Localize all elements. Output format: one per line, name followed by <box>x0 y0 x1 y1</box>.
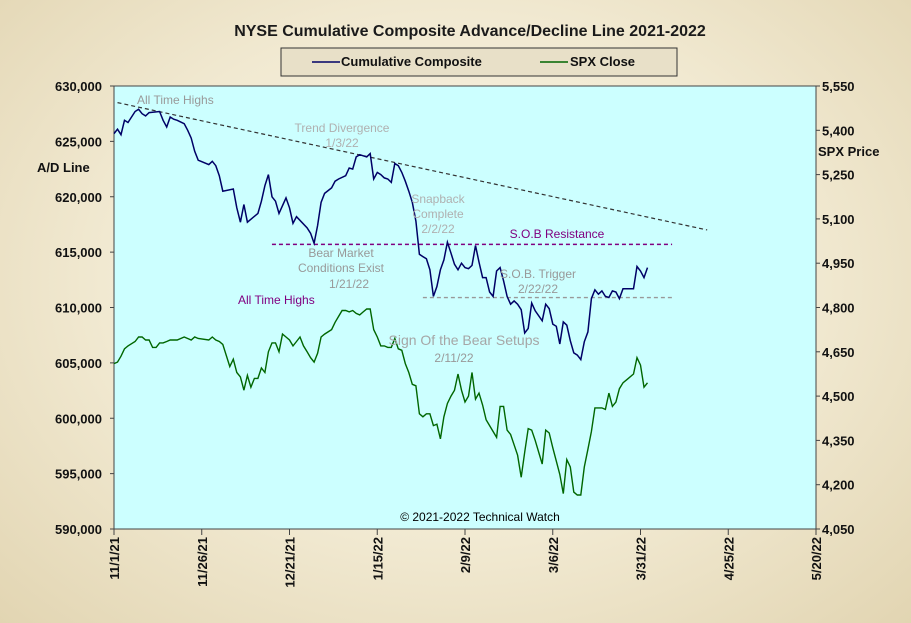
annotation-all-time-highs-top: All Time Highs <box>137 93 214 107</box>
left-axis-label: A/D Line <box>37 160 90 175</box>
right-tick-label: 4,500 <box>822 389 855 404</box>
annotations: All Time Highs Trend Divergence 1/3/22 S… <box>137 93 605 524</box>
x-tick-label: 5/20/22 <box>809 537 824 580</box>
left-tick-label: 600,000 <box>55 411 102 426</box>
annotation-sign-of-the-bear: Sign Of the Bear Setups <box>389 332 540 348</box>
right-tick-label: 4,200 <box>822 478 855 493</box>
annotation-sob-resistance: S.O.B Resistance <box>510 227 605 241</box>
legend-box <box>280 47 678 77</box>
x-tick-label: 3/31/22 <box>634 537 649 580</box>
right-tick-label: 5,250 <box>822 168 855 183</box>
right-tick-label: 5,400 <box>822 123 855 138</box>
annotation-trend-divergence: Trend Divergence <box>295 121 390 135</box>
left-tick-label: 590,000 <box>55 522 102 537</box>
right-tick-label: 4,950 <box>822 256 855 271</box>
x-tick-label: 2/9/22 <box>458 537 473 573</box>
x-tick-label: 1/15/22 <box>370 537 385 580</box>
right-axis-ticks: 5,550 5,400 5,250 5,100 4,950 4,800 4,650 4,500… <box>816 79 855 537</box>
right-tick-label: 4,350 <box>822 433 855 448</box>
legend-label-spx: SPX Close <box>570 54 635 69</box>
annotation-all-time-highs-spx: All Time Highs <box>238 293 315 307</box>
right-tick-label: 4,050 <box>822 522 855 537</box>
x-tick-label: 3/6/22 <box>546 537 561 573</box>
annotation-sob-trigger-date: 2/22/22 <box>518 282 558 296</box>
x-axis-ticks: 11/1/21 11/26/21 12/21/21 1/15/22 2/9/22 3/6/… <box>107 529 824 588</box>
left-tick-label: 620,000 <box>55 190 102 205</box>
legend-label-composite: Cumulative Composite <box>341 54 482 69</box>
left-tick-label: 625,000 <box>55 134 102 149</box>
left-tick-label: 605,000 <box>55 356 102 371</box>
series-line-cumulative-composite <box>113 108 649 362</box>
left-axis-ticks: 630,000 625,000 620,000 615,000 610,000 605,0… <box>55 79 114 537</box>
right-tick-label: 4,800 <box>822 301 855 316</box>
annotation-trend-divergence-date: 1/3/22 <box>325 136 359 150</box>
annotation-snapback-complete: Complete <box>412 207 464 221</box>
annotation-snapback-date: 2/2/22 <box>421 222 455 236</box>
annotation-sob-trigger: S.O.B. Trigger <box>500 267 576 281</box>
left-tick-label: 610,000 <box>55 301 102 316</box>
left-tick-label: 615,000 <box>55 245 102 260</box>
reference-line-all-time-highs <box>117 102 708 231</box>
annotation-bear-conditions: Conditions Exist <box>298 261 385 275</box>
annotation-bear-market: Bear Market <box>308 246 374 260</box>
left-tick-label: 630,000 <box>55 79 102 94</box>
annotation-snapback: Snapback <box>411 192 465 206</box>
right-tick-label: 4,650 <box>822 345 855 360</box>
series-line-spx-close <box>113 308 649 496</box>
chart-title: NYSE Cumulative Composite Advance/Declin… <box>234 23 706 40</box>
annotation-sign-of-the-bear-date: 2/11/22 <box>434 351 473 365</box>
reference-lines <box>117 102 708 299</box>
plot-area <box>113 85 817 530</box>
copyright-text: © 2021-2022 Technical Watch <box>400 510 560 524</box>
x-tick-label: 11/26/21 <box>195 537 210 587</box>
annotation-bear-date: 1/21/22 <box>329 277 369 291</box>
right-tick-label: 5,100 <box>822 212 855 227</box>
x-tick-label: 11/1/21 <box>107 537 122 580</box>
right-axis-label: SPX Price <box>818 144 879 159</box>
legend: Cumulative Composite SPX Close <box>280 47 678 77</box>
x-tick-label: 4/25/22 <box>721 537 736 580</box>
left-tick-label: 595,000 <box>55 467 102 482</box>
x-tick-label: 12/21/21 <box>283 537 298 588</box>
right-tick-label: 5,550 <box>822 79 855 94</box>
